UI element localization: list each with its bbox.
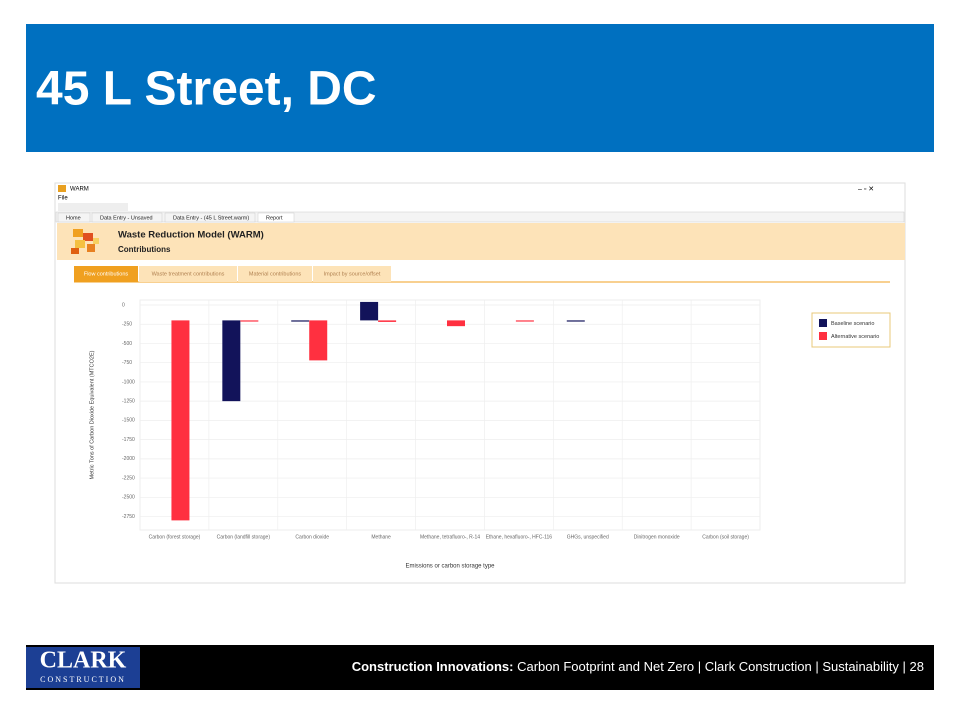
tab-label: Report bbox=[266, 215, 283, 221]
subtab[interactable] bbox=[74, 266, 138, 282]
toolbar bbox=[58, 203, 128, 211]
subtab-label: Impact by source/offset bbox=[324, 271, 381, 277]
y-tick-label: -2500 bbox=[122, 495, 135, 501]
x-tick-label: Ethane, hexafluoro-, HFC-116 bbox=[486, 534, 553, 540]
screenshot: WARM – ▫ ✕ File Home Data Entry - Unsaved… bbox=[54, 182, 906, 584]
slide-title: 45 L Street, DC bbox=[36, 63, 377, 116]
footer-company: Clark Construction bbox=[705, 659, 812, 674]
footer-text: Construction Innovations: Carbon Footpri… bbox=[352, 659, 924, 674]
legend-swatch bbox=[819, 332, 827, 340]
footer-bar bbox=[26, 645, 934, 690]
subtab-label: Waste treatment contributions bbox=[152, 271, 225, 277]
subtab-label: Material contributions bbox=[249, 271, 302, 277]
title-banner bbox=[26, 24, 934, 152]
app-icon bbox=[58, 185, 66, 192]
bar bbox=[291, 320, 310, 322]
x-tick-label: Dinitrogen monoxide bbox=[634, 534, 680, 540]
bar bbox=[171, 320, 190, 521]
tab-label: Data Entry - Unsaved bbox=[100, 215, 153, 221]
y-tick-label: -1500 bbox=[122, 418, 135, 424]
legend-label: Baseline scenario bbox=[831, 321, 874, 327]
x-axis-label: Emissions or carbon storage type bbox=[405, 564, 495, 570]
tab[interactable] bbox=[91, 212, 163, 223]
logo-box bbox=[26, 647, 140, 688]
x-tick-label: Carbon dioxide bbox=[295, 534, 329, 540]
bar bbox=[222, 320, 241, 402]
separator: | bbox=[812, 659, 823, 674]
footer-section: Sustainability bbox=[822, 659, 899, 674]
page-number: 28 bbox=[910, 659, 924, 674]
separator: | bbox=[899, 659, 910, 674]
footer-topic: Carbon Footprint and Net Zero bbox=[517, 659, 694, 674]
footer-lead: Construction Innovations: bbox=[352, 659, 514, 674]
plot-area bbox=[139, 299, 761, 531]
y-tick-label: -2750 bbox=[122, 514, 135, 520]
legend bbox=[811, 312, 891, 348]
y-tick-label: -1250 bbox=[122, 398, 135, 404]
bar bbox=[378, 320, 397, 322]
y-axis-label: Metric Tons of Carbon Dioxide Equivalent… bbox=[89, 350, 95, 479]
tab[interactable] bbox=[164, 212, 256, 223]
bar bbox=[309, 320, 328, 361]
y-tick-label: 0 bbox=[122, 302, 125, 308]
x-tick-label: Carbon (landfill storage) bbox=[217, 534, 271, 540]
window-title: WARM bbox=[70, 187, 89, 193]
x-tick-label: GHGs, unspecified bbox=[567, 534, 609, 540]
separator: | bbox=[694, 659, 705, 674]
x-tick-label: Methane, tetrafluoro-, R-14 bbox=[420, 534, 480, 540]
bar bbox=[360, 301, 379, 321]
bar bbox=[566, 320, 585, 322]
legend-swatch bbox=[819, 319, 827, 327]
y-tick-label: -2250 bbox=[122, 475, 135, 481]
tab-label: Data Entry - (45 L Street.warm) bbox=[173, 215, 249, 221]
bar bbox=[240, 320, 259, 322]
menu-item[interactable]: File bbox=[58, 196, 68, 202]
tab[interactable] bbox=[57, 212, 91, 223]
logo-top: CLARK bbox=[40, 648, 127, 674]
legend-label: Alternative scenario bbox=[831, 334, 879, 340]
subtab[interactable] bbox=[313, 266, 391, 282]
subtab[interactable] bbox=[139, 266, 237, 282]
y-tick-label: -1000 bbox=[122, 379, 135, 385]
tab-label: Home bbox=[66, 215, 81, 221]
y-tick-label: -500 bbox=[122, 341, 132, 347]
tab[interactable] bbox=[257, 212, 295, 223]
logo-bottom: CONSTRUCTION bbox=[40, 675, 126, 684]
subtab[interactable] bbox=[238, 266, 312, 282]
x-tick-label: Carbon (soil storage) bbox=[702, 534, 749, 540]
subtab-label: Flow contributions bbox=[84, 271, 129, 277]
tab-bar bbox=[55, 211, 905, 223]
x-tick-label: Methane bbox=[371, 534, 391, 540]
y-tick-label: -750 bbox=[122, 360, 132, 366]
report-subtitle: Contributions bbox=[118, 245, 171, 254]
y-tick-label: -2000 bbox=[122, 456, 135, 462]
bar bbox=[447, 320, 465, 327]
window-controls[interactable]: – ▫ ✕ bbox=[858, 186, 874, 193]
x-tick-label: Carbon (forest storage) bbox=[149, 534, 201, 540]
warm-logo bbox=[71, 229, 99, 254]
y-tick-label: -1750 bbox=[122, 437, 135, 443]
report-title: Waste Reduction Model (WARM) bbox=[118, 230, 264, 241]
report-header bbox=[57, 223, 905, 260]
y-tick-label: -250 bbox=[122, 322, 132, 328]
bar bbox=[515, 320, 534, 322]
